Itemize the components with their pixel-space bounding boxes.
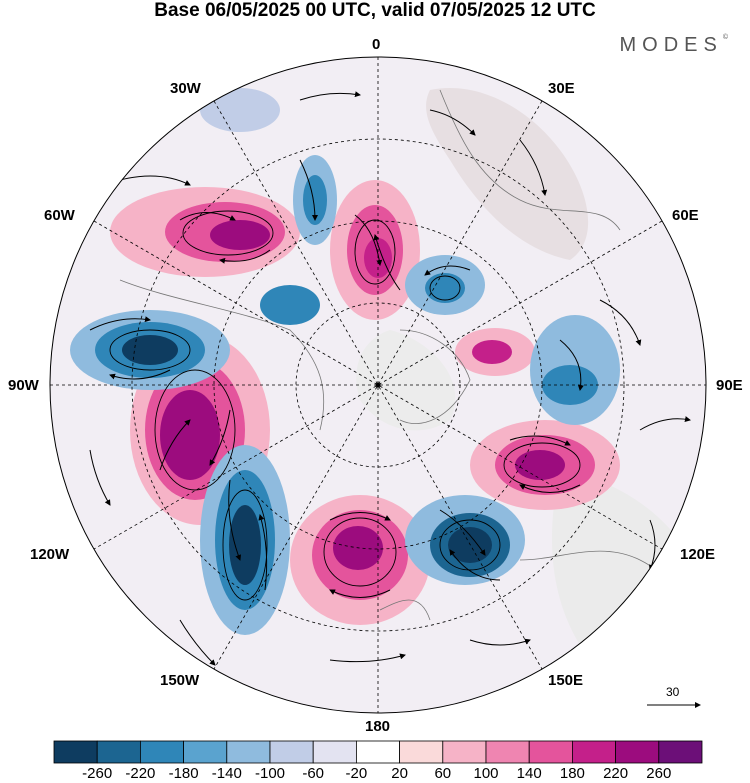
negative-anomaly-north-atlantic xyxy=(200,88,280,132)
colorbar-tick-label: 60 xyxy=(434,765,452,782)
label-lon-120w: 120W xyxy=(30,546,70,563)
label-lon-90w: 90W xyxy=(8,377,39,394)
colorbar-swatch xyxy=(572,740,617,764)
land-arctic xyxy=(356,330,456,431)
map-border xyxy=(49,56,707,714)
colorbar-tick-label: -260 xyxy=(82,765,113,782)
brand-logo: MODES© xyxy=(619,34,728,57)
colorbar-tick-label: 100 xyxy=(473,765,499,782)
colorbar-swatch xyxy=(96,740,141,764)
colorbar-tick-label: -60 xyxy=(302,765,325,782)
graticule xyxy=(50,57,706,713)
label-lon-0: 0 xyxy=(372,36,381,53)
colorbar-tick-label: -220 xyxy=(125,765,156,782)
colorbar-swatch xyxy=(183,740,228,764)
label-lon-60w: 60W xyxy=(44,207,75,224)
colorbar xyxy=(53,740,703,764)
colorbar-swatch xyxy=(53,740,98,764)
colorbar-swatch xyxy=(139,740,184,764)
colorbar-swatch xyxy=(658,740,703,764)
label-lon-30w: 30W xyxy=(170,80,201,97)
coastlines xyxy=(119,89,693,661)
colorbar-tick-label: -140 xyxy=(211,765,242,782)
negative-anomaly-baffin xyxy=(260,285,320,325)
colorbar-swatch xyxy=(312,740,357,764)
colorbar-tick-label: -100 xyxy=(254,765,286,782)
colorbar-tick-label: 180 xyxy=(559,765,585,782)
label-lon-180: 180 xyxy=(365,718,391,735)
colorbar-swatch xyxy=(615,740,660,764)
reference-vector-label: 30 xyxy=(666,685,680,699)
colorbar-swatch xyxy=(528,740,573,764)
brand-text: MODES xyxy=(619,34,723,56)
map-disc xyxy=(50,57,706,713)
colorbar-tick-labels: -260 -220 -180 -140 -100 -60 -20 20 60 100 140 180 2… xyxy=(0,765,750,783)
label-lon-150e: 150E xyxy=(548,672,584,689)
label-lon-60e: 60E xyxy=(672,207,699,224)
colorbar-swatch xyxy=(355,740,400,764)
wind-vectors xyxy=(89,91,691,666)
colorbar-swatch xyxy=(226,740,271,764)
colorbar-tick-label: -180 xyxy=(168,765,199,782)
colorbar-swatch xyxy=(269,740,314,764)
contours xyxy=(109,210,581,601)
colorbar-swatch xyxy=(399,740,444,764)
label-lon-90e: 90E xyxy=(716,377,743,394)
copyright-mark: © xyxy=(722,34,728,41)
colorbar-tick-label: -20 xyxy=(345,765,368,782)
map-title: Base 06/05/2025 00 UTC, valid 07/05/2025… xyxy=(154,0,596,21)
colorbar-swatch xyxy=(442,740,487,764)
land-eurasia xyxy=(426,88,589,260)
label-lon-120e: 120E xyxy=(680,546,716,563)
colorbar-swatch xyxy=(485,740,530,764)
label-lon-150w: 150W xyxy=(160,672,200,689)
colorbar-tick-label: 220 xyxy=(603,765,629,782)
colorbar-tick-label: 20 xyxy=(391,765,408,782)
colorbar-tick-label: 140 xyxy=(516,765,542,782)
colorbar-tick-label: 260 xyxy=(646,765,672,782)
label-lon-30e: 30E xyxy=(548,80,575,97)
